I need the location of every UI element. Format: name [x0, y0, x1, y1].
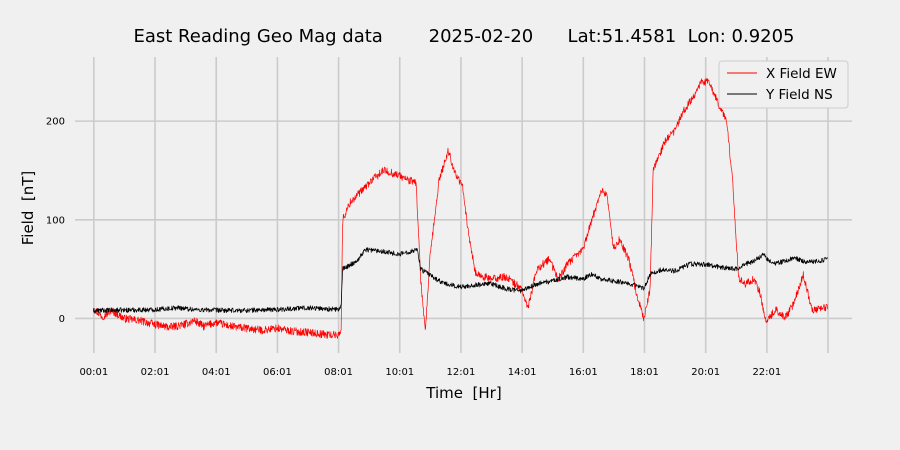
x-tick-label: 10:01 [385, 367, 414, 378]
x-tick-label: 00:01 [79, 367, 108, 378]
series-line-y-field-ns [93, 247, 828, 314]
x-tick-label: 18:01 [630, 367, 659, 378]
y-tick-label: 0 [59, 314, 65, 325]
x-tick-label: 02:01 [141, 367, 170, 378]
tick-label-layer: 00:01 02:01 04:01 06:01 08:01 10:01 12:01 14:01… [46, 117, 781, 378]
x-tick-label: 14:01 [508, 367, 537, 378]
x-tick-label: 16:01 [569, 367, 598, 378]
y-axis-label: Field [nT] [19, 171, 37, 246]
x-tick-label: 08:01 [324, 367, 353, 378]
legend: X Field EW Y Field NS [718, 60, 849, 109]
x-tick-label: 06:01 [263, 367, 292, 378]
y-tick-label: 200 [46, 117, 65, 128]
series-layer [93, 77, 828, 339]
series-line-x-field-ew [93, 77, 828, 339]
legend-label-x-field: X Field EW [766, 66, 837, 82]
x-tick-label: 04:01 [202, 367, 231, 378]
y-tick-label: 100 [46, 215, 65, 226]
legend-label-y-field: Y Field NS [765, 87, 833, 103]
x-tick-label: 22:01 [752, 367, 781, 378]
x-axis-label: Time [Hr] [425, 384, 501, 402]
chart-title: East Reading Geo Mag data 2025-02-20 Lat… [133, 26, 794, 47]
x-tick-label: 20:01 [691, 367, 720, 378]
x-tick-label: 12:01 [447, 367, 476, 378]
